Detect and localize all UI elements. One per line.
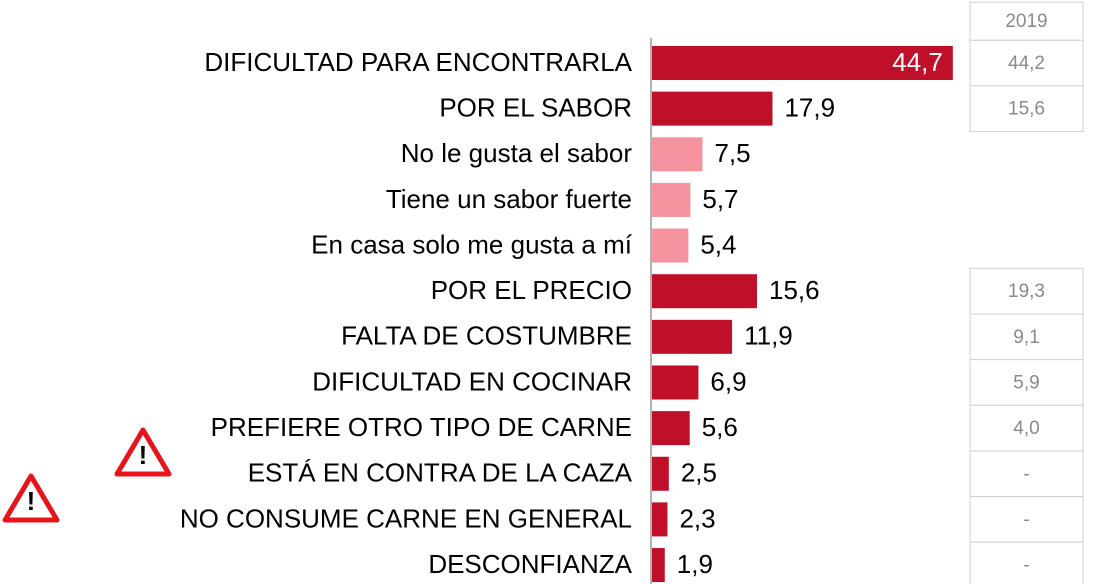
category-label: DESCONFIANZA bbox=[428, 549, 632, 579]
category-label: NO CONSUME CARNE EN GENERAL bbox=[180, 503, 632, 533]
table-cell bbox=[969, 541, 1084, 584]
value-label: 2,3 bbox=[679, 503, 715, 533]
table-value: - bbox=[1023, 464, 1029, 485]
bar bbox=[652, 182, 691, 217]
table-cell bbox=[969, 85, 1084, 132]
table-cell bbox=[969, 450, 1084, 498]
table-cell bbox=[969, 313, 1084, 361]
bar bbox=[652, 274, 757, 309]
value-label: 6,9 bbox=[710, 366, 746, 396]
table-value: 5,9 bbox=[1013, 372, 1039, 393]
table-value: - bbox=[1023, 509, 1029, 530]
category-label: PREFIERE OTRO TIPO DE CARNE bbox=[211, 412, 632, 442]
bar bbox=[652, 319, 733, 354]
table-cell bbox=[969, 39, 1084, 87]
value-label: 11,9 bbox=[744, 321, 793, 351]
table-cell bbox=[969, 267, 1084, 315]
value-label: 1,9 bbox=[677, 549, 713, 579]
value-label: 17,9 bbox=[784, 93, 835, 123]
table-value: 4,0 bbox=[1013, 418, 1039, 439]
category-label: DIFICULTAD PARA ENCONTRARLA bbox=[204, 47, 632, 77]
bar bbox=[652, 228, 689, 263]
bar bbox=[652, 46, 953, 80]
table-cell bbox=[969, 359, 1084, 406]
table-value: 9,1 bbox=[1013, 327, 1039, 348]
bar bbox=[652, 548, 665, 583]
table-value: - bbox=[1023, 555, 1029, 576]
svg-text:!: ! bbox=[27, 486, 36, 516]
table-cell bbox=[969, 404, 1084, 452]
category-label: FALTA DE COSTUMBRE bbox=[341, 321, 632, 351]
value-label: 15,6 bbox=[769, 275, 820, 305]
category-label: POR EL PRECIO bbox=[431, 275, 632, 305]
bar bbox=[652, 502, 668, 537]
category-label: ESTÁ EN CONTRA DE LA CAZA bbox=[248, 458, 633, 488]
value-label: 5,7 bbox=[702, 184, 738, 214]
value-label: 44,7 bbox=[892, 47, 943, 77]
svg-text:!: ! bbox=[139, 440, 148, 470]
category-label: Tiene un sabor fuerte bbox=[386, 184, 632, 214]
table-cell bbox=[969, 496, 1084, 543]
table-value: 44,2 bbox=[1008, 53, 1045, 74]
value-label: 7,5 bbox=[714, 138, 750, 168]
value-label: 5,4 bbox=[700, 229, 736, 259]
value-label: 2,5 bbox=[681, 458, 717, 488]
bar bbox=[652, 91, 773, 126]
category-label: POR EL SABOR bbox=[439, 93, 632, 123]
warning-icon: ! bbox=[2, 473, 60, 523]
category-label: DIFICULTAD EN COCINAR bbox=[312, 366, 632, 396]
category-label: En casa solo me gusta a mí bbox=[311, 229, 633, 259]
category-label: No le gusta el sabor bbox=[401, 138, 633, 168]
warning-icon: ! bbox=[114, 427, 172, 477]
bar bbox=[652, 411, 690, 446]
table-header-cell bbox=[969, 1, 1084, 41]
bar bbox=[652, 456, 669, 491]
table-header: 2019 bbox=[1005, 11, 1047, 32]
table-value: 19,3 bbox=[1008, 281, 1045, 302]
bar bbox=[652, 365, 699, 400]
bar bbox=[652, 137, 703, 172]
table-value: 15,6 bbox=[1008, 99, 1045, 120]
value-label: 5,6 bbox=[702, 412, 738, 442]
